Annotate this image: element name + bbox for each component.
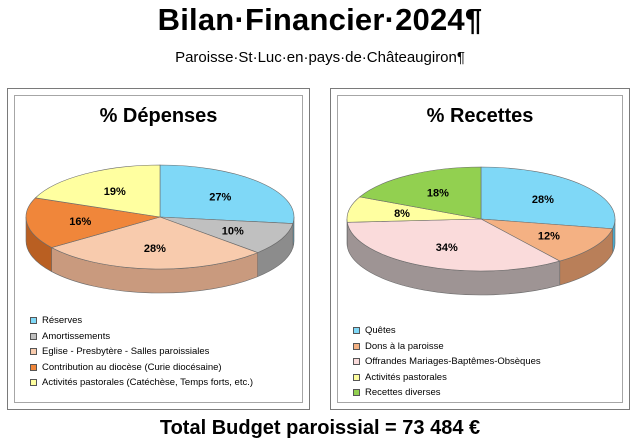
legend-label: Eglise - Presbytère - Salles paroissiale… bbox=[42, 346, 210, 358]
legend-item: Eglise - Presbytère - Salles paroissiale… bbox=[30, 344, 253, 360]
pie-slice bbox=[346, 218, 561, 272]
legend-swatch bbox=[353, 327, 360, 334]
legend-swatch bbox=[353, 358, 360, 366]
pie-data-label: 16% bbox=[69, 216, 91, 228]
chart-panel-depenses: % Dépenses 27% 10% 28% 16% 19% Réserves Amort… bbox=[7, 88, 310, 410]
legend-item: Dons à la paroisse bbox=[353, 339, 541, 355]
legend-swatch bbox=[30, 332, 37, 340]
pie-data-label: 10% bbox=[222, 225, 244, 237]
chart-title-recettes: % Recettes bbox=[426, 105, 534, 127]
legend-label: Activités pastorales bbox=[365, 371, 447, 383]
legend-item: Offrandes Mariages-Baptêmes-Obsèques bbox=[353, 354, 541, 370]
legend-swatch bbox=[353, 342, 360, 350]
pie-slice bbox=[50, 216, 259, 270]
chart-inner-border bbox=[337, 95, 623, 403]
legend-label: Réserves bbox=[42, 315, 83, 326]
legend-swatch bbox=[30, 363, 37, 371]
legend-swatch bbox=[30, 348, 37, 356]
legend-label: Recettes diverses bbox=[365, 387, 441, 399]
chart-panel-recettes: % Recettes 28% 12% 34% 8% 18% Quêtes Dons à l… bbox=[330, 88, 630, 410]
pie-data-label: 18% bbox=[427, 188, 449, 200]
page-title: Bilan·Financier·2024¶ bbox=[157, 2, 483, 37]
pie-slice bbox=[159, 164, 295, 224]
legend-label: Contribution au diocèse (Curie diocésain… bbox=[42, 361, 222, 373]
total-budget: Total Budget paroissial = 73 484 € bbox=[159, 417, 481, 439]
chart-inner-border bbox=[14, 95, 303, 403]
pie-data-label: 28% bbox=[532, 194, 554, 206]
page-subtitle: Paroisse·St·Luc·en·pays·de·Châteaugiron¶ bbox=[175, 49, 465, 66]
legend-label: Dons à la paroisse bbox=[365, 340, 444, 352]
pie-chart-recettes: 28% 12% 34% 8% 18% bbox=[346, 166, 616, 296]
legend-label: Offrandes Mariages-Baptêmes-Obsèques bbox=[365, 356, 541, 368]
legend-item: Réserves bbox=[30, 313, 253, 329]
pie-slice bbox=[480, 166, 616, 230]
legend-item: Recettes diverses bbox=[353, 385, 541, 401]
chart-title-depenses: % Dépenses bbox=[99, 105, 218, 127]
legend-swatch bbox=[353, 373, 360, 381]
legend-item: Activités pastorales bbox=[353, 370, 541, 386]
pie-slice bbox=[359, 166, 482, 220]
legend-label: Amortissements bbox=[42, 330, 111, 342]
pie-chart-depenses: 27% 10% 28% 16% 19% bbox=[25, 164, 295, 294]
legend-swatch bbox=[30, 379, 37, 387]
legend-swatch bbox=[30, 317, 37, 324]
pie-slice bbox=[480, 218, 614, 262]
legend-item: Contribution au diocèse (Curie diocésain… bbox=[30, 360, 253, 376]
legend-label: Activités pastorales (Catéchèse, Temps f… bbox=[42, 377, 254, 389]
pie-data-label: 27% bbox=[209, 191, 231, 203]
legend-item: Activités pastorales (Catéchèse, Temps f… bbox=[30, 375, 253, 391]
pie-slice bbox=[34, 164, 161, 218]
pie-data-label: 12% bbox=[538, 231, 560, 243]
pie-data-label: 28% bbox=[144, 243, 166, 255]
pie-slice bbox=[159, 216, 294, 253]
legend-item: Amortissements bbox=[30, 329, 253, 345]
pie-slice bbox=[25, 197, 161, 248]
legend-recettes: Quêtes Dons à la paroisse Offrandes Mariag… bbox=[353, 323, 541, 401]
pie-data-label: 19% bbox=[104, 186, 126, 198]
legend-label: Quêtes bbox=[365, 325, 396, 336]
legend-item: Quêtes bbox=[353, 323, 541, 339]
legend-depenses: Réserves Amortissements Eglise - Presbytèr… bbox=[30, 313, 253, 391]
legend-swatch bbox=[353, 389, 360, 397]
pie-data-label: 8% bbox=[394, 208, 410, 220]
pie-data-label: 34% bbox=[436, 242, 458, 254]
